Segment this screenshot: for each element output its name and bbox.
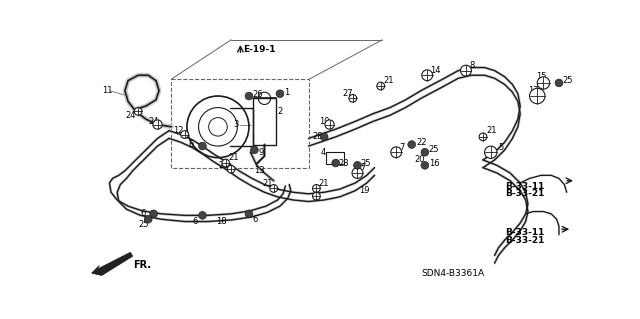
Text: 25: 25 (429, 145, 439, 154)
Text: 25: 25 (562, 76, 573, 85)
Circle shape (537, 77, 550, 89)
Text: 11: 11 (102, 86, 112, 95)
Text: B-33-11: B-33-11 (505, 228, 544, 237)
Text: 3: 3 (234, 120, 239, 129)
Text: 6: 6 (193, 217, 198, 226)
Circle shape (484, 146, 497, 159)
Text: 19: 19 (359, 186, 369, 195)
Text: 25: 25 (138, 220, 148, 229)
Text: 17: 17 (528, 86, 539, 95)
Circle shape (461, 65, 472, 76)
Circle shape (529, 88, 545, 104)
Polygon shape (92, 252, 132, 275)
Circle shape (332, 159, 340, 167)
Text: 22: 22 (417, 138, 427, 147)
Circle shape (353, 161, 362, 169)
Text: 2: 2 (278, 107, 283, 116)
Text: 23: 23 (339, 159, 349, 167)
Text: 12: 12 (173, 126, 184, 135)
Text: E-19-1: E-19-1 (243, 45, 275, 54)
Circle shape (198, 142, 206, 150)
Circle shape (479, 133, 487, 141)
Text: 5: 5 (499, 143, 504, 152)
Circle shape (421, 161, 429, 169)
Text: 10: 10 (319, 117, 329, 126)
Text: 21: 21 (229, 153, 239, 162)
Circle shape (153, 120, 162, 129)
Text: 6: 6 (140, 209, 146, 218)
Text: 1: 1 (284, 88, 289, 97)
Text: 21: 21 (262, 179, 273, 188)
Circle shape (180, 131, 189, 138)
Circle shape (408, 141, 415, 148)
Circle shape (245, 210, 253, 218)
Circle shape (391, 147, 402, 158)
Circle shape (320, 133, 328, 141)
Text: 21: 21 (384, 76, 394, 85)
Text: 21: 21 (218, 161, 228, 170)
Text: 15: 15 (536, 72, 546, 81)
Text: 7: 7 (360, 163, 366, 172)
Text: 13: 13 (254, 166, 265, 175)
Circle shape (555, 79, 563, 87)
Circle shape (150, 210, 157, 218)
Circle shape (198, 211, 206, 219)
Circle shape (134, 108, 142, 115)
Circle shape (312, 185, 320, 192)
Text: 6: 6 (189, 140, 194, 149)
Circle shape (222, 159, 230, 167)
Circle shape (145, 215, 152, 223)
Text: 16: 16 (429, 159, 440, 167)
Circle shape (325, 120, 334, 129)
Circle shape (421, 148, 429, 156)
Text: 6: 6 (252, 215, 257, 224)
Text: 18: 18 (216, 217, 227, 226)
Text: B-33-21: B-33-21 (505, 235, 544, 245)
Circle shape (276, 90, 284, 98)
Circle shape (349, 94, 356, 102)
Circle shape (270, 185, 278, 192)
Bar (326, 152, 344, 164)
Text: 4: 4 (320, 148, 326, 157)
Text: 25: 25 (360, 159, 371, 167)
Bar (253, 98, 276, 145)
Text: 21: 21 (486, 126, 497, 135)
Text: 26: 26 (252, 90, 262, 99)
Text: 27: 27 (342, 89, 353, 98)
Text: 14: 14 (430, 66, 441, 75)
Text: B-33-21: B-33-21 (505, 189, 544, 198)
Text: 28: 28 (312, 132, 323, 141)
Text: 9: 9 (259, 148, 264, 157)
Circle shape (227, 165, 235, 173)
Text: 24: 24 (125, 111, 136, 120)
Circle shape (250, 146, 259, 154)
Text: B-33-11: B-33-11 (505, 182, 544, 191)
Bar (172, 79, 309, 168)
Circle shape (312, 192, 320, 200)
Text: 24: 24 (148, 117, 159, 126)
Text: 20: 20 (415, 155, 426, 164)
Circle shape (245, 92, 253, 100)
Text: 7: 7 (399, 143, 404, 152)
Circle shape (377, 82, 385, 90)
Text: 8: 8 (469, 61, 474, 70)
Circle shape (352, 168, 363, 178)
Circle shape (422, 70, 433, 81)
Text: FR.: FR. (132, 260, 150, 271)
Text: 21: 21 (319, 179, 329, 188)
Text: SDN4-B3361A: SDN4-B3361A (421, 269, 484, 278)
